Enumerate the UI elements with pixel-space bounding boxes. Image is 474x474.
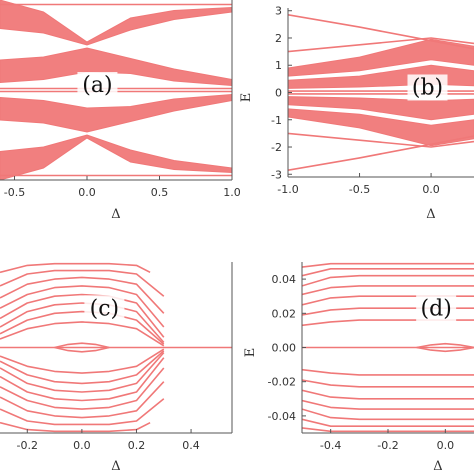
plot-area-a [0,0,232,180]
panel-d: -0.4 -0.2 0.0 -0.04 -0.02 0.00 0.02 0.04 Δ E (d) [243,262,474,474]
x-tick-label-b-0: -1.0 [277,183,298,196]
y-tick-label-d-3: 0.02 [272,307,297,320]
x-tick-label-a-0: -0.5 [4,186,25,199]
y-tick-label-b-1: -2 [271,141,282,154]
level-line-d-4 [302,267,474,277]
plot-area-c [0,262,232,433]
level-line-c-10 [0,321,165,347]
panel-b: -1.0 -0.5 0.0 -3 -2 -1 0 1 2 3 Δ E (b) [239,5,474,222]
x-tick-label-a-2: 0.5 [151,186,169,199]
y-tick-label-b-0: -3 [271,168,282,181]
level-line-c-16 [0,381,165,419]
level-line-c-2 [54,346,110,353]
level-line-c-1 [54,342,110,349]
y-tick-label-b-4: 1 [275,59,282,72]
panel-label-bg-c [84,295,125,322]
band-b-0 [288,38,474,77]
plot-area-d [302,262,474,433]
level-line-c-6 [0,285,165,328]
panel-label-bg-d [416,295,457,322]
y-tick-label-b-2: -1 [271,114,282,127]
x-tick-label-c-0: -0.2 [17,439,38,452]
band-b-3 [288,108,474,147]
level-line-c-12 [0,350,165,385]
level-line-c-17 [0,398,165,426]
x-axis-label-d: Δ [433,459,442,474]
y-tick-label-b-6: 3 [275,5,282,18]
y-axis-label-b: E [239,93,254,103]
x-tick-label-d-0: -0.4 [320,439,341,452]
x-tick-label-d-1: -0.2 [377,439,398,452]
level-line-d-6 [302,285,474,296]
level-line-d-10 [302,368,474,376]
level-line-c-3 [0,262,151,274]
level-line-c-8 [0,302,165,343]
x-axis-label-c: Δ [111,459,120,474]
level-line-c-14 [0,357,165,402]
band-b-2 [288,96,474,121]
level-line-c-5 [0,276,165,314]
x-axis-label-a: Δ [111,207,120,222]
level-line-c-9 [0,310,165,345]
y-tick-label-d-2: 0.00 [272,342,297,355]
panel-label-a: (a) [82,73,112,98]
band-a-3 [0,134,232,180]
y-tick-label-d-4: 0.04 [272,273,297,286]
level-line-d-13 [302,399,474,410]
level-line-b-6 [288,132,474,148]
level-line-d-15 [302,418,474,428]
x-tick-label-d-2: 0.0 [437,439,455,452]
band-a-0 [0,0,232,46]
y-tick-label-d-1: -0.02 [268,376,296,389]
x-tick-label-c-1: 0.0 [73,439,91,452]
level-line-c-7 [0,293,165,338]
level-line-d-3 [302,262,474,268]
x-tick-label-a-3: 1.0 [223,186,241,199]
panel-label-bg-b [407,74,448,101]
level-line-d-11 [302,379,474,388]
level-line-c-13 [0,352,165,393]
y-tick-label-b-5: 2 [275,32,282,45]
x-tick-label-b-2: 0.0 [422,183,440,196]
panel-label-c: (c) [90,296,120,321]
level-line-b-7 [288,135,474,171]
level-line-d-1 [416,342,474,349]
panel-c: -0.2 0.0 0.2 0.4 Δ (c) [0,262,233,474]
level-line-d-2 [416,346,474,353]
level-line-d-12 [302,389,474,400]
panel-label-bg-a [77,72,118,98]
y-tick-label-d-0: -0.04 [268,410,296,423]
level-line-c-11 [0,348,165,374]
level-line-c-4 [0,269,165,297]
level-line-d-5 [302,274,474,287]
band-a-2 [0,93,232,133]
band-a-1 [0,47,232,87]
level-line-d-14 [302,408,474,421]
x-tick-label-c-2: 0.2 [128,439,146,452]
level-line-b-4 [288,14,474,50]
panel-label-b: (b) [412,76,443,101]
level-line-b-5 [288,37,474,53]
panel-label-d: (d) [421,296,452,321]
plot-area-b [288,14,474,171]
x-tick-label-c-3: 0.4 [182,439,200,452]
x-tick-label-b-1: -0.5 [349,183,370,196]
y-tick-label-b-3: 0 [275,87,282,100]
level-line-c-15 [0,367,165,410]
x-axis-label-b: Δ [426,207,435,222]
panel-a: -0.5 0.0 0.5 1.0 Δ (a) [0,0,241,222]
y-axis-label-d: E [243,348,258,358]
x-tick-label-a-1: 0.0 [78,186,96,199]
